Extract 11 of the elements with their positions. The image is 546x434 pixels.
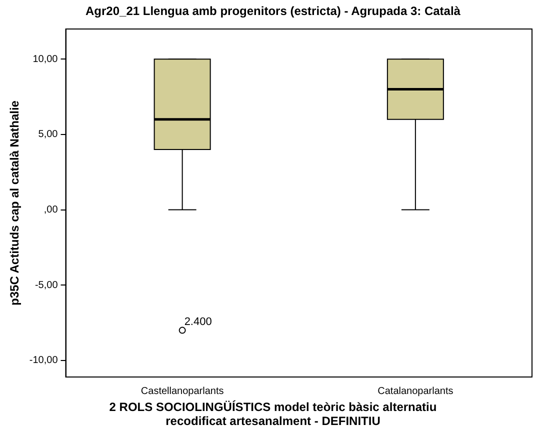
x-axis-title: 2 ROLS SOCIOLINGÜÍSTICS model teòric bàsic alternatiu recodificat artesanalment - DEFINITIU	[108, 400, 438, 428]
y-tick-label: 5,00	[38, 129, 58, 140]
chart-title: Agr20_21 Llengua amb progenitors (estricta) - Agrupada 3: Català	[84, 3, 462, 20]
x-tick-label: Castellanoparlants	[140, 386, 224, 397]
y-tick-label: -5,00	[34, 280, 58, 291]
y-axis-title: p35C Actituds cap al català Nathalie	[8, 100, 22, 306]
annotation: 2.400	[184, 316, 212, 328]
y-tick-label: -10,00	[29, 355, 58, 366]
y-tick-label: 10,00	[32, 54, 58, 65]
x-tick-label: Catalanoparlants	[378, 386, 454, 397]
y-tick-label: ,00	[44, 204, 58, 216]
